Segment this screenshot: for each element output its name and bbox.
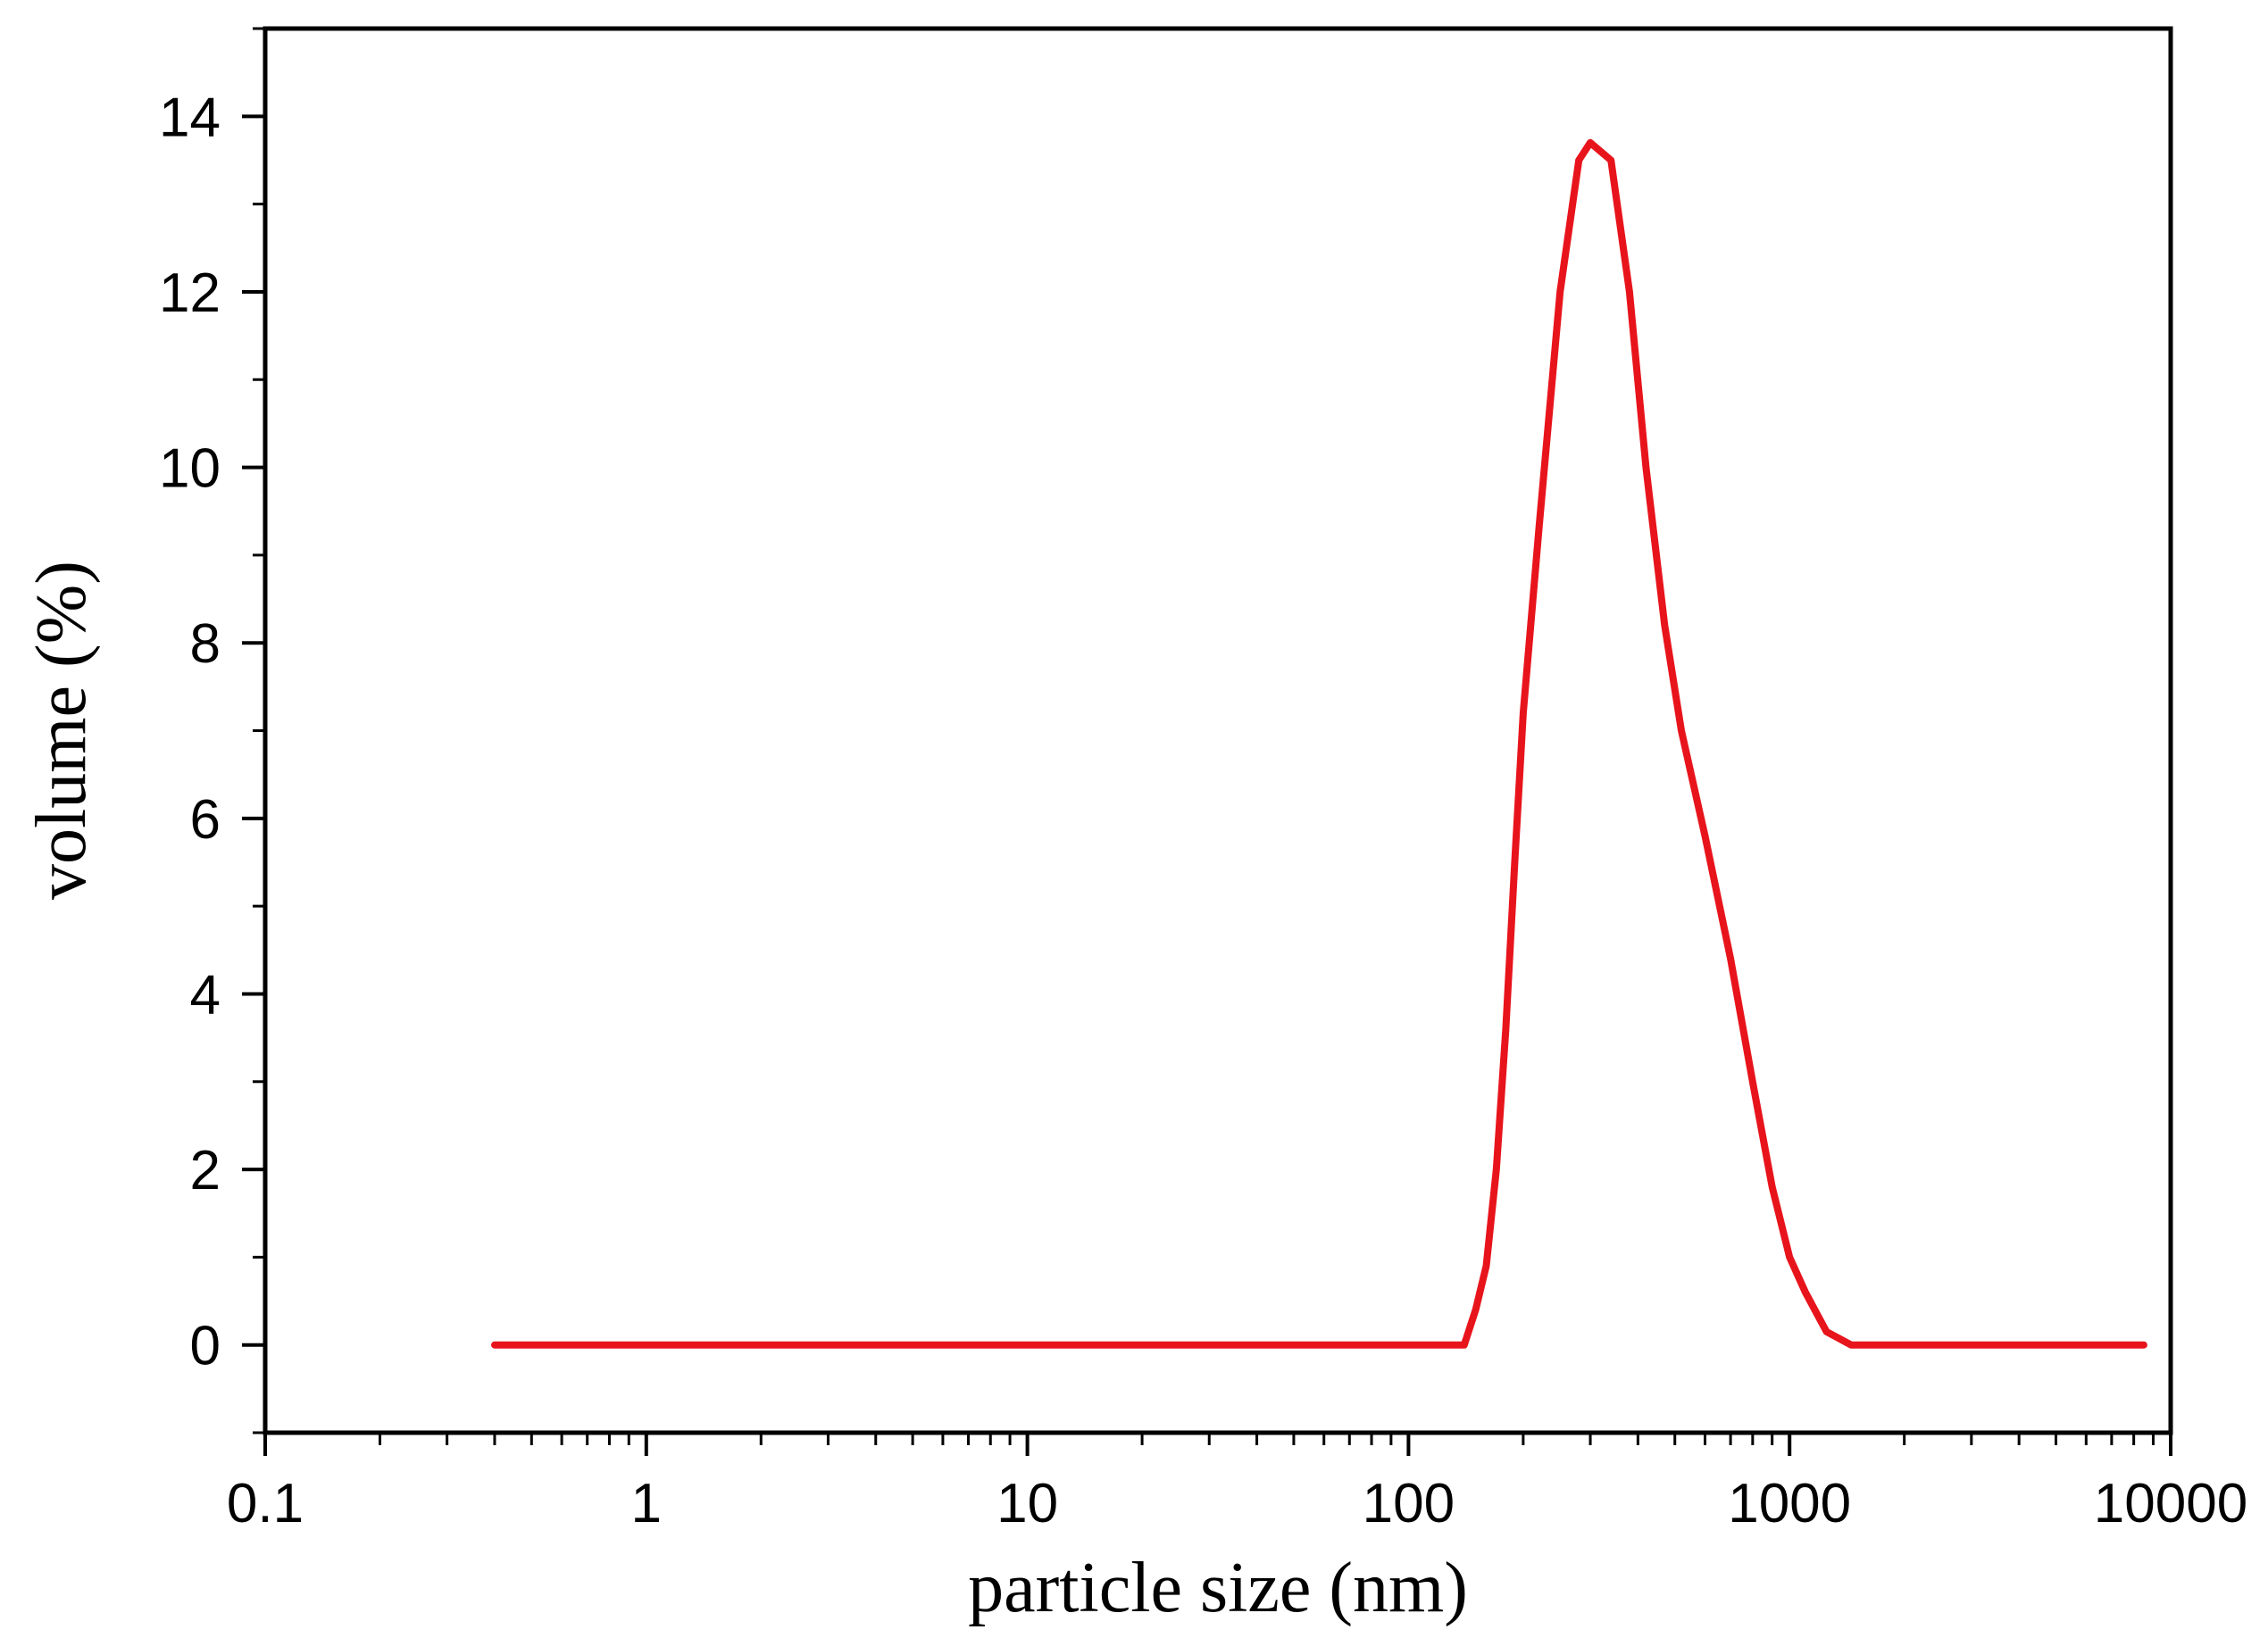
x-axis-title: particle size (nm) (968, 1549, 1468, 1627)
y-axis-title: volume (%) (22, 561, 101, 900)
series-line (491, 138, 2147, 1349)
series-layer (491, 138, 2147, 1349)
y-tick-label: 4 (190, 964, 221, 1026)
y-tick-label: 2 (190, 1140, 221, 1201)
x-tick-label: 10000 (2094, 1473, 2247, 1534)
y-tick-label: 8 (190, 613, 221, 675)
y-tick-label: 12 (159, 262, 221, 324)
x-tick-label: 0.1 (227, 1473, 304, 1534)
y-tick-label: 10 (159, 438, 221, 500)
x-tick-label: 10 (996, 1473, 1058, 1534)
y-tick-label: 6 (190, 789, 221, 851)
y-axis-ticks: 0 2 4 6 8 10 12 14 (159, 27, 265, 1434)
y-tick-label: 14 (159, 87, 221, 148)
y-tick-label: 0 (190, 1316, 221, 1377)
plot-frame (263, 26, 2173, 1435)
x-axis-ticks: 0.1 1 10 100 1000 10000 (227, 1433, 2247, 1534)
x-tick-label: 100 (1363, 1473, 1455, 1534)
x-tick-label: 1000 (1728, 1473, 1851, 1534)
x-tick-label: 1 (631, 1473, 662, 1534)
